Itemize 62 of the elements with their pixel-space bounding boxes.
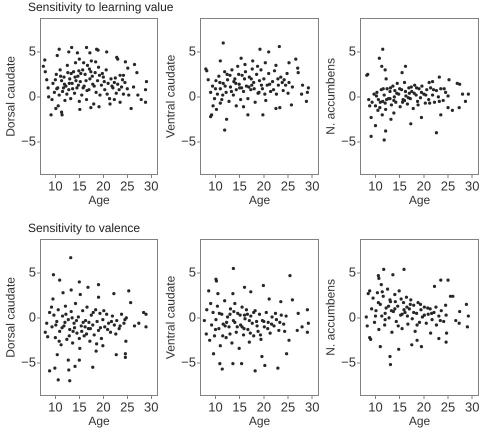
x-tick-label: 20 [256,399,272,414]
x-tick-label: 30 [464,178,480,194]
chart-title: Sensitivity to learning value [28,0,174,14]
y-tick-label: 5 [28,264,36,280]
x-axis-title: Age [88,193,110,208]
x-tick-label: 10 [368,399,383,414]
y-tick-label: −5 [21,133,36,148]
y-axis-title: Dorsal caudate [4,56,18,137]
x-tick-label: 30 [304,399,320,414]
y-tick-label: −5 [341,133,356,148]
y-axis-title: N. accumbens [324,279,338,356]
y-tick-label: 0 [188,88,196,104]
y-tick-label: 0 [28,309,36,324]
x-tick-label: 10 [48,399,63,414]
y-tick-label: 0 [348,88,356,104]
y-axis-title: Ventral caudate [164,275,178,360]
x-tick-label: 20 [416,399,432,414]
x-tick-label: 15 [232,399,247,414]
x-tick-label: 30 [144,178,159,194]
x-tick-label: 10 [208,399,223,414]
x-tick-label: 15 [232,178,247,194]
y-tick-label: −5 [181,354,196,370]
x-tick-label: 10 [368,178,383,194]
y-tick-label: 5 [188,264,196,280]
x-tick-label: 15 [392,178,407,194]
y-tick-label: −5 [21,354,36,370]
y-tick-label: 5 [28,44,36,59]
x-tick-label: 25 [440,178,456,194]
x-tick-label: 15 [72,399,87,414]
y-tick-label: −5 [341,354,356,370]
x-tick-label: 25 [280,178,296,194]
x-tick-label: 30 [464,399,480,414]
x-tick-label: 20 [256,178,272,194]
x-axis-title: Age [408,414,430,428]
y-axis-title: Ventral caudate [164,54,178,138]
y-tick-label: 0 [348,309,356,324]
x-tick-label: 10 [48,178,63,194]
x-tick-label: 20 [416,178,432,194]
x-tick-label: 25 [440,399,456,414]
y-axis-title: N. accumbens [324,58,338,135]
y-axis-title: Dorsal caudate [4,276,18,358]
x-axis-title: Age [248,414,270,428]
y-tick-label: 5 [348,44,356,59]
y-tick-label: −5 [181,133,196,148]
x-tick-label: 20 [96,399,111,414]
x-tick-label: 30 [144,399,159,414]
x-axis-title: Age [88,414,110,428]
y-tick-label: 0 [28,88,36,104]
x-tick-label: 20 [96,178,111,194]
x-tick-label: 25 [120,178,135,194]
y-tick-label: 5 [348,264,356,280]
y-tick-label: 0 [188,309,196,324]
x-tick-label: 15 [72,178,87,194]
x-tick-label: 30 [304,178,320,194]
x-tick-label: 25 [120,399,135,414]
x-axis-title: Age [248,193,270,208]
chart-title: Sensitivity to valence [28,221,140,235]
x-tick-label: 25 [280,399,296,414]
x-tick-label: 10 [208,178,223,194]
x-axis-title: Age [408,193,430,208]
x-tick-label: 15 [392,399,407,414]
y-tick-label: 5 [188,44,196,59]
